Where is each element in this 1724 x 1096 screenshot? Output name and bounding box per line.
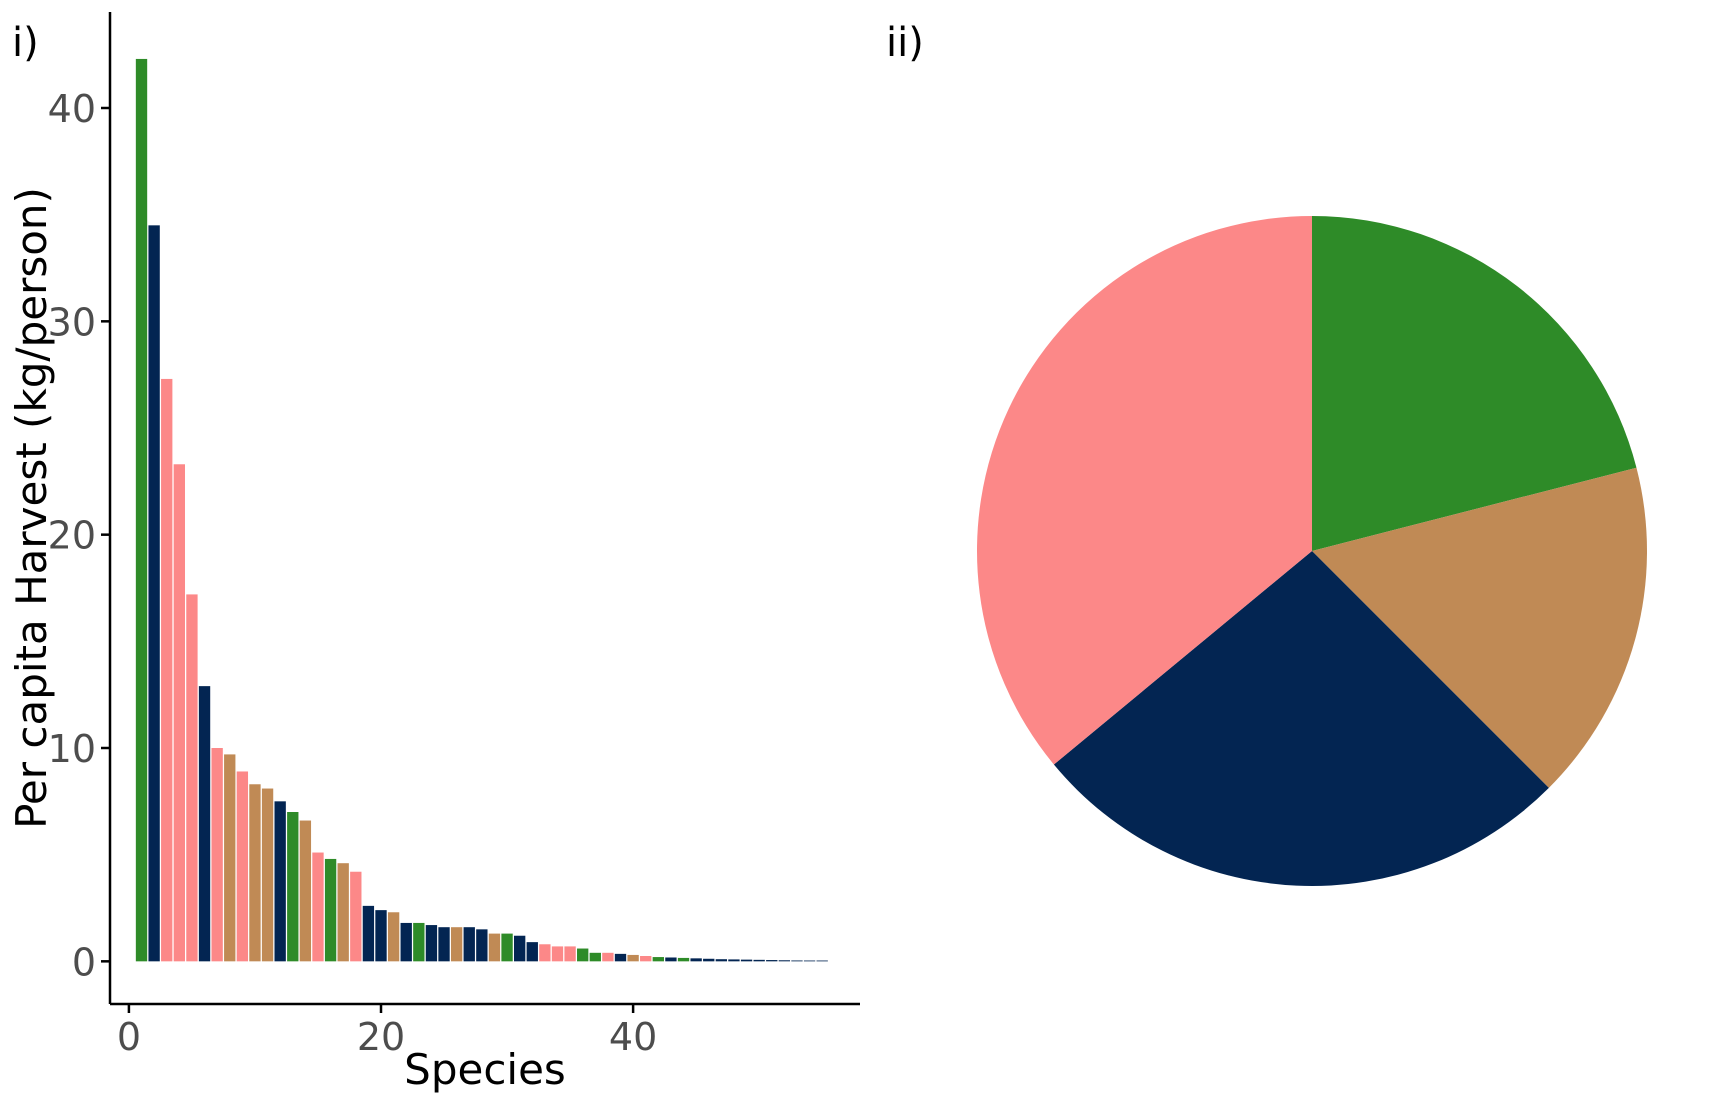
panel-label-ii: ii) [886,20,924,66]
pie-slice [1312,216,1637,551]
y-tick-label: 30 [48,300,96,344]
bar [677,957,690,962]
bar [488,933,501,962]
bar [236,771,249,962]
bar [577,948,589,962]
bar [551,946,564,962]
bar [249,784,261,962]
y-tick-label: 0 [72,940,96,984]
x-tick-label: 0 [117,1015,141,1059]
bar [224,754,236,962]
bar [362,905,375,962]
y-axis-title: Per capita Harvest (kg/person) [7,187,56,829]
bar [413,922,425,962]
bar [198,686,211,962]
bar [652,957,664,962]
bar [274,801,286,962]
y-tick-label: 40 [48,87,96,131]
bar-chart-ticks: 0 10 20 30 40 0 20 40 [48,87,658,1059]
bar [337,863,349,962]
pie-slice [977,216,1312,765]
bar [161,378,173,962]
bar [211,748,223,962]
bar [450,927,463,962]
bar [602,952,614,962]
bar [513,935,526,962]
bar [766,960,778,962]
pie-chart-panel: ii) [886,20,1647,886]
bar [173,464,185,962]
bar [400,922,412,962]
y-tick-label: 10 [48,727,96,771]
bar [539,944,551,962]
bar [728,959,740,962]
bar [287,812,299,962]
bar [703,958,715,962]
y-tick-label: 20 [48,514,96,558]
pie-slice [1312,467,1647,788]
bar [526,942,538,962]
bar [753,959,765,962]
bar [387,912,400,962]
bar [299,820,312,962]
x-axis-title: Species [404,1045,566,1094]
bar [640,956,652,962]
bar [564,946,576,962]
bar [778,960,791,962]
bar [665,957,677,962]
bar [627,954,639,962]
panel-label-i: i) [12,20,39,66]
bar [375,910,387,962]
bar [715,959,728,962]
bar [614,953,627,962]
bar [463,927,475,962]
bar [324,858,337,962]
pie-chart-slices [977,216,1647,886]
bar [438,927,450,962]
bar [261,788,274,962]
bar [135,58,148,962]
bar [690,958,702,962]
bar [740,959,753,962]
bar [476,929,488,962]
bar-chart-bars [135,58,828,962]
pie-slice [1053,551,1549,886]
bar [148,225,160,962]
x-tick-label: 20 [357,1015,405,1059]
bar [350,871,362,962]
bar [803,960,816,962]
bar [425,925,438,962]
bar [589,952,601,962]
x-tick-label: 40 [609,1015,657,1059]
bar [816,960,828,962]
bar [501,933,513,962]
bar-chart-panel: i) 0 10 20 30 40 0 20 40 Species Per capita Har… [7,12,860,1094]
bar [312,852,324,962]
bar [186,594,198,962]
bar [791,960,803,962]
